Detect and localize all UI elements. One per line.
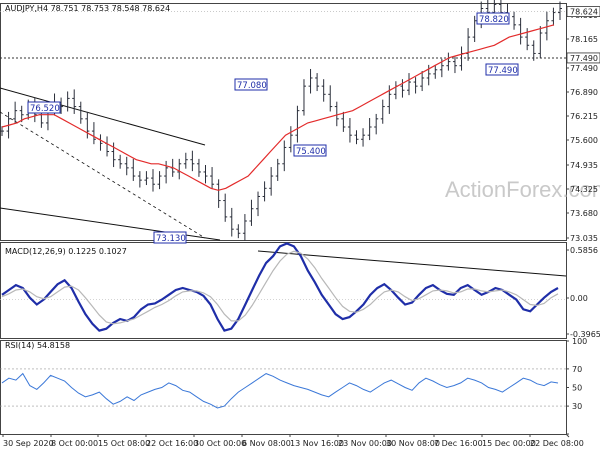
- current-price-label: 78.624: [570, 8, 598, 17]
- panel-frame: [0, 242, 567, 339]
- y-tick-label: 76.215: [570, 112, 598, 121]
- x-tick-label: 6 Nov 08:00: [242, 439, 291, 448]
- x-tick-label: 7 Dec 16:00: [434, 439, 483, 448]
- axes: 78.81078.16577.49076.89076.21575.60074.9…: [2, 6, 600, 448]
- macd-panel-title: MACD(12,26,9) 0.1225 0.1027: [5, 247, 127, 256]
- y-tick-label: 78.165: [570, 35, 598, 44]
- level-price-label: 77.490: [570, 54, 598, 63]
- price-annotation-label: 77.080: [237, 81, 267, 91]
- rsi-panel-title: RSI(14) 54.8158: [5, 341, 70, 350]
- price-panel-title: AUDJPY,H4 78.751 78.753 78.548 78.624: [5, 4, 170, 13]
- x-tick-label: 22 Oct 16:00: [146, 439, 198, 448]
- panel-frames: [0, 3, 567, 435]
- current-price-tag: [566, 6, 600, 18]
- macd-panel: [0, 242, 567, 332]
- price-annotation-label: 75.400: [296, 147, 326, 157]
- x-tick-label: 23 Nov 00:00: [338, 439, 392, 448]
- price-annotation-label: 73.130: [156, 234, 186, 244]
- rsi-panel: [0, 368, 566, 409]
- x-tick-label: 30 Nov 08:00: [386, 439, 440, 448]
- price-annotation-box: [27, 101, 61, 114]
- y-tick-label: 75.600: [570, 136, 598, 145]
- price-annotation-box: [234, 78, 268, 91]
- y-tick-label: 100: [572, 337, 587, 346]
- macd-main-line: [1, 242, 559, 332]
- watermark: ActionForex.com: [445, 177, 600, 202]
- x-tick-label: 8 Oct 00:00: [51, 439, 98, 448]
- x-tick-label: 13 Nov 16:00: [290, 439, 344, 448]
- y-tick-label: 73.680: [570, 209, 598, 218]
- x-tick-label: 30 Oct 00:00: [194, 439, 246, 448]
- price-annotation-box: [293, 144, 327, 157]
- y-tick-label: 50: [572, 384, 582, 393]
- price-annotation-box: [153, 231, 187, 244]
- y-tick-label: 77.490: [570, 64, 598, 73]
- y-tick-label: 0.00: [570, 294, 588, 303]
- x-tick-label: 22 Dec 08:00: [530, 439, 584, 448]
- price-annotation-label: 77.490: [488, 66, 518, 76]
- macd-trendline: [257, 250, 567, 277]
- y-tick-label: 0.5856: [570, 246, 598, 255]
- x-tick-label: 15 Dec 00:00: [482, 439, 536, 448]
- x-tick-label: 15 Oct 08:00: [98, 439, 150, 448]
- x-tick-label: 30 Sep 2020: [3, 439, 54, 448]
- y-tick-label: 76.890: [570, 88, 598, 97]
- y-tick-label: 30: [572, 402, 582, 411]
- level-price-tag: [566, 52, 600, 64]
- panel-frame: [0, 340, 567, 435]
- y-tick-label: -0.3965: [570, 330, 600, 339]
- y-tick-label: 73.035: [570, 234, 598, 243]
- price-annotation-label: 76.520: [30, 104, 60, 114]
- macd-signal-line: [1, 250, 559, 325]
- axis-corner: [565, 433, 570, 438]
- y-tick-label: 74.325: [570, 185, 598, 194]
- panel-frame: [0, 3, 567, 241]
- trendline-lower: [0, 207, 221, 241]
- price-annotation-box: [476, 12, 510, 25]
- price-annotation-box: [485, 63, 519, 76]
- rsi-line: [1, 372, 559, 409]
- price-annotation-label: 78.820: [479, 15, 509, 25]
- y-tick-label: 74.935: [570, 161, 598, 170]
- price-panel: 76.520 77.080 75.400 73.130 78.820 77.490: [0, 0, 566, 244]
- y-tick-label: 70: [572, 365, 582, 374]
- trendline-upper: [0, 87, 206, 146]
- trendline-dashed: [0, 111, 206, 239]
- moving-average-line: [1, 24, 555, 191]
